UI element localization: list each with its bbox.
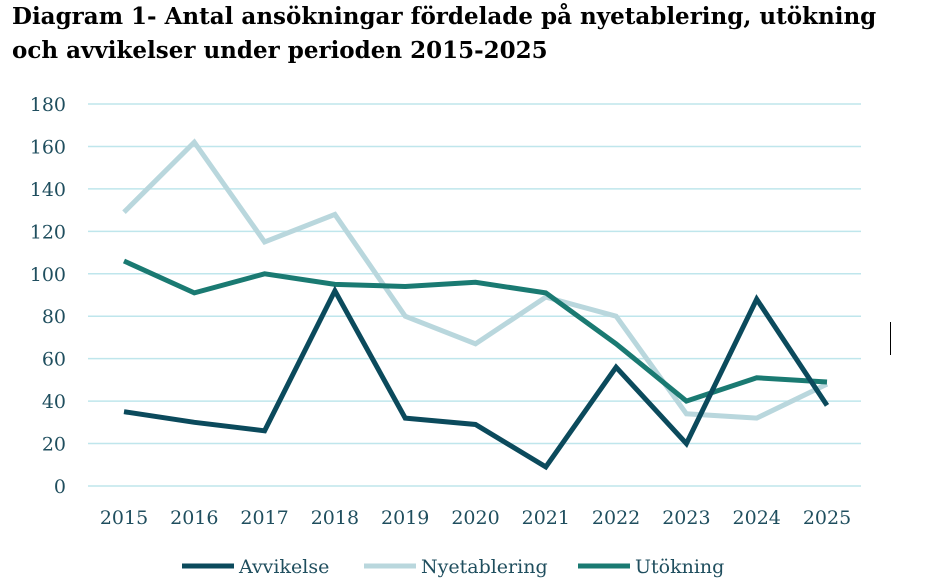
legend-label-utökning: Utökning: [635, 556, 724, 578]
text-cursor: [890, 322, 891, 355]
x-tick-label-2017: 2017: [240, 507, 288, 529]
series-line-nyetablering: [122, 138, 829, 421]
series-lines: [122, 138, 830, 471]
x-tick-label-2018: 2018: [311, 507, 359, 529]
y-axis-ticks: 0 20 40 60 80 100 120 140 160 180: [30, 94, 66, 498]
y-tick-label-180: 180: [30, 94, 66, 116]
y-tick-label-40: 40: [42, 391, 66, 413]
x-tick-label-2021: 2021: [522, 507, 570, 529]
y-tick-label-160: 160: [30, 136, 66, 158]
x-tick-label-2019: 2019: [381, 507, 429, 529]
gridlines: [88, 103, 861, 487]
y-tick-label-60: 60: [42, 349, 66, 371]
series-line-avvikelse: [123, 285, 830, 471]
x-tick-label-2025: 2025: [803, 507, 851, 529]
x-tick-label-2020: 2020: [451, 507, 499, 529]
y-tick-label-80: 80: [42, 306, 66, 328]
x-tick-label-2016: 2016: [170, 507, 218, 529]
y-tick-label-0: 0: [54, 476, 66, 498]
x-tick-label-2022: 2022: [592, 507, 640, 529]
legend: Avvikelse Nyetablering Utökning: [182, 556, 724, 578]
y-tick-label-100: 100: [30, 264, 66, 286]
x-tick-label-2015: 2015: [100, 507, 148, 529]
legend-label-avvikelse: Avvikelse: [238, 556, 329, 578]
y-tick-label-20: 20: [42, 434, 66, 456]
x-axis-ticks: 2015 2016 2017 2018 2019 2020 2021 2022 2023 2024…: [100, 507, 851, 529]
x-tick-label-2023: 2023: [662, 507, 710, 529]
chart-title-line-2: och avvikelser under perioden 2015-2025: [12, 37, 548, 64]
series-line-utökning: [122, 258, 828, 404]
chart-title: Diagram 1- Antal ansökningar fördelade p…: [12, 0, 912, 68]
y-tick-label-120: 120: [30, 221, 66, 243]
x-tick-label-2024: 2024: [733, 507, 781, 529]
legend-label-nyetablering: Nyetablering: [421, 556, 548, 578]
chart-title-line-1: Diagram 1- Antal ansökningar fördelade p…: [12, 3, 877, 30]
y-tick-label-140: 140: [30, 179, 66, 201]
